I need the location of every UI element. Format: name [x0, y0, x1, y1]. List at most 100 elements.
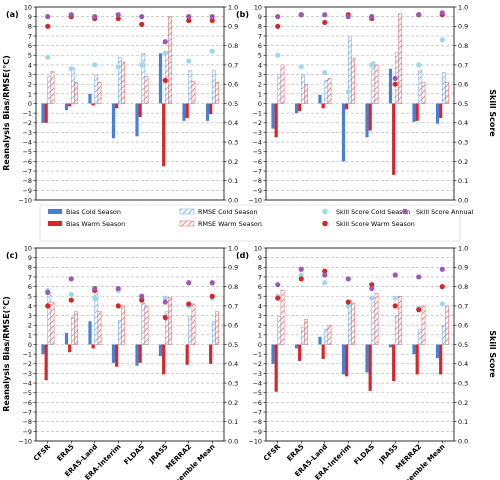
- y-tick-label: −6: [253, 158, 262, 166]
- skill-warm-point: [45, 23, 51, 29]
- skill-annual-point: [68, 12, 74, 18]
- y-left-label-top: Reanalysis Bias/RMSE(°C): [2, 55, 11, 171]
- y-tick-label: −5: [253, 148, 262, 156]
- y-tick-label: −3: [253, 370, 262, 378]
- y-tick-label: −4: [253, 380, 262, 388]
- bias-warm-bar: [68, 344, 72, 353]
- x-category-label: CFSR: [262, 442, 282, 462]
- skill-annual-point: [369, 285, 375, 292]
- skill-annual-point: [45, 14, 51, 20]
- y-tick-label: 8: [258, 264, 262, 272]
- bias-warm-bar: [138, 103, 142, 118]
- y-tick-label: −7: [253, 167, 262, 175]
- y-tick-label: −10: [19, 437, 33, 445]
- rmse-warm-bar: [74, 311, 78, 345]
- skill-warm-point: [115, 15, 121, 22]
- skill-annual-point: [439, 10, 445, 16]
- y-right-tick-label: 0.7: [228, 61, 238, 69]
- skill-warm-point: [45, 303, 51, 309]
- rmse-cold-bar: [94, 75, 99, 104]
- y-tick-label: −4: [23, 380, 32, 388]
- y-right-tick-label: 0.7: [458, 61, 468, 69]
- plot-frame: [35, 247, 225, 442]
- skill-warm-point: [439, 284, 445, 290]
- bias-cold-bar: [388, 68, 393, 104]
- bias-cold-bar: [88, 93, 92, 104]
- y-tick-label: −9: [253, 428, 262, 436]
- skill-cold-point: [345, 89, 351, 95]
- legend-item-skill-annual: Skill Score Annual: [402, 208, 473, 216]
- rmse-cold-bar: [301, 326, 305, 345]
- panel-a: −10−9−8−7−6−5−4−3−2−10123456789100.00.10…: [6, 3, 238, 204]
- y-tick-label: −1: [253, 110, 262, 118]
- y-tick-label: 3: [258, 312, 262, 320]
- y-tick-label: −7: [23, 167, 32, 175]
- y-tick-label: 10: [24, 244, 32, 252]
- rmse-warm-bar: [191, 303, 196, 345]
- y-right-tick-label: 0.5: [458, 100, 468, 108]
- y-tick-label: 1: [258, 331, 262, 339]
- rmse-cold-bar: [71, 67, 75, 104]
- rmse-warm-bar: [215, 311, 219, 345]
- y-tick-label: 10: [254, 244, 262, 252]
- panels: −10−9−8−7−6−5−4−3−2−10123456789100.00.10…: [6, 3, 468, 445]
- skill-cold-point: [92, 62, 98, 68]
- y-tick-label: −8: [253, 418, 262, 426]
- bias-cold-bar: [412, 344, 416, 355]
- skill-annual-point: [392, 75, 398, 82]
- bias-warm-bar: [209, 103, 213, 115]
- legend-swatch: [322, 208, 328, 215]
- skill-cold-point: [209, 48, 215, 54]
- rmse-cold-bar: [141, 53, 146, 104]
- skill-warm-point: [186, 17, 192, 24]
- y-right-tick-label: 0.8: [458, 42, 468, 50]
- x-category-label: FLDAS: [122, 443, 146, 467]
- rmse-warm-bar: [445, 82, 449, 104]
- bias-warm-bar: [44, 344, 48, 381]
- y-left-label-bottom: Reanalysis Bias/RMSE(°C): [2, 296, 11, 412]
- legend-swatch: [48, 209, 62, 214]
- y-right-tick-label: 0.2: [228, 399, 238, 407]
- bias-warm-bar: [392, 344, 396, 382]
- rmse-warm-bar: [280, 290, 285, 345]
- skill-cold-point: [298, 64, 304, 70]
- legend-label: RMSE Warm Season: [198, 220, 262, 228]
- skill-annual-point: [369, 14, 375, 20]
- rmse-warm-bar: [168, 296, 172, 345]
- y-tick-label: 5: [28, 293, 32, 301]
- y-tick-label: 7: [28, 273, 32, 281]
- skill-annual-point: [298, 266, 304, 272]
- skill-annual-point: [345, 276, 351, 282]
- skill-cold-point: [186, 58, 192, 64]
- y-tick-label: 8: [258, 23, 262, 31]
- skill-annual-point: [68, 276, 74, 282]
- bias-warm-bar: [274, 344, 278, 392]
- skill-warm-point: [162, 77, 168, 83]
- panel-label: (c): [6, 251, 18, 260]
- skill-annual-point: [322, 12, 328, 18]
- skill-cold-point: [115, 64, 121, 70]
- legend-item-skill-cold: Skill Score Cold Season: [322, 208, 410, 216]
- legend: Bias Cold Season RMSE Cold Season Skill Sc…: [39, 204, 473, 242]
- bias-cold-bar: [135, 344, 139, 366]
- skill-cold-point: [439, 301, 445, 307]
- rmse-cold-bar: [188, 70, 193, 104]
- skill-warm-point: [416, 307, 422, 313]
- bias-cold-bar: [135, 103, 139, 137]
- bias-warm-bar: [68, 103, 72, 107]
- skill-annual-point: [115, 285, 121, 292]
- y-right-tick-label: 0.4: [228, 360, 238, 368]
- x-category-label: CFSR: [32, 442, 52, 462]
- y-right-tick-label: 0.5: [458, 341, 468, 349]
- rmse-cold-bar: [118, 320, 122, 345]
- y-tick-label: −2: [23, 119, 32, 127]
- rmse-warm-bar: [445, 305, 449, 345]
- y-tick-label: −3: [23, 370, 32, 378]
- bias-cold-bar: [41, 103, 45, 123]
- y-tick-label: 6: [258, 42, 262, 50]
- rmse-cold-bar: [418, 70, 423, 104]
- y-right-tick-label: 1.0: [458, 244, 468, 252]
- skill-annual-point: [162, 299, 168, 305]
- y-tick-label: 5: [258, 293, 262, 301]
- y-tick-label: 9: [28, 254, 32, 262]
